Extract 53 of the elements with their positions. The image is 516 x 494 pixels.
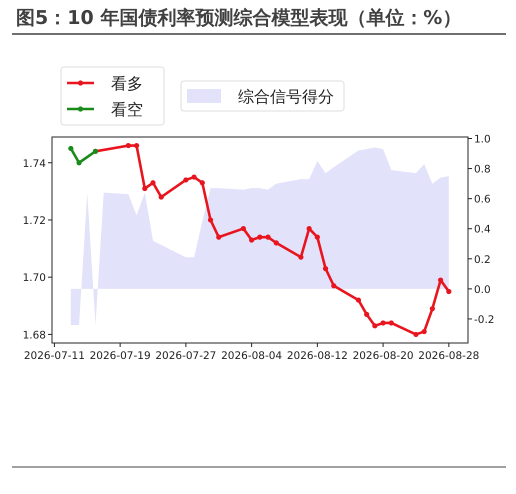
point xyxy=(331,283,336,288)
point xyxy=(183,177,188,183)
chart-title: 图5：10 年国债利率预测综合模型表现（单位：%） xyxy=(16,7,462,29)
legend-label: 看空 xyxy=(111,100,143,119)
point xyxy=(380,320,386,326)
point xyxy=(322,266,328,272)
y2-tick-label: 0.0 xyxy=(474,284,491,296)
y2-tick-label: 0.4 xyxy=(474,224,492,236)
y2-tick-label: 0.6 xyxy=(474,194,492,206)
point xyxy=(422,328,427,334)
point xyxy=(208,217,214,223)
point xyxy=(150,180,156,186)
point xyxy=(240,226,246,232)
point xyxy=(76,160,82,166)
point xyxy=(126,142,131,148)
point xyxy=(134,142,140,148)
legend-label: 看多 xyxy=(111,74,143,93)
point xyxy=(257,234,262,240)
x-tick-label: 2026-08-28 xyxy=(418,350,480,362)
point xyxy=(298,254,304,260)
legend-label: 综合信号得分 xyxy=(238,87,334,106)
y2-tick-label: 0.2 xyxy=(474,254,491,266)
point xyxy=(306,226,312,232)
x-tick-label: 2026-07-19 xyxy=(90,350,151,362)
x-tick-label: 2026-07-11 xyxy=(24,350,85,362)
point xyxy=(364,312,370,317)
point xyxy=(446,288,452,294)
y2-tick-label: 1.0 xyxy=(474,134,491,146)
point xyxy=(68,146,74,152)
point xyxy=(430,306,435,312)
point xyxy=(191,174,197,180)
y-tick-label: 1.72 xyxy=(22,214,46,227)
point xyxy=(388,320,394,326)
y2-tick-label: 0.8 xyxy=(474,164,491,176)
point xyxy=(216,234,222,240)
point xyxy=(142,186,148,192)
y2-tick-label: -0.2 xyxy=(474,314,494,326)
x-tick-label: 2026-08-20 xyxy=(352,350,414,362)
point xyxy=(200,180,205,186)
x-tick-label: 2026-08-04 xyxy=(221,350,282,362)
y-tick-label: 1.68 xyxy=(22,329,46,342)
point xyxy=(413,332,419,338)
point xyxy=(372,323,378,328)
point xyxy=(265,234,271,240)
x-tick-label: 2026-07-27 xyxy=(155,350,216,362)
point xyxy=(158,194,164,200)
point xyxy=(274,240,279,246)
point xyxy=(249,237,254,243)
point xyxy=(314,234,320,240)
point xyxy=(356,297,362,303)
y-tick-label: 1.74 xyxy=(22,158,46,170)
x-tick-label: 2026-08-12 xyxy=(286,350,348,362)
y-tick-label: 1.70 xyxy=(22,272,46,284)
